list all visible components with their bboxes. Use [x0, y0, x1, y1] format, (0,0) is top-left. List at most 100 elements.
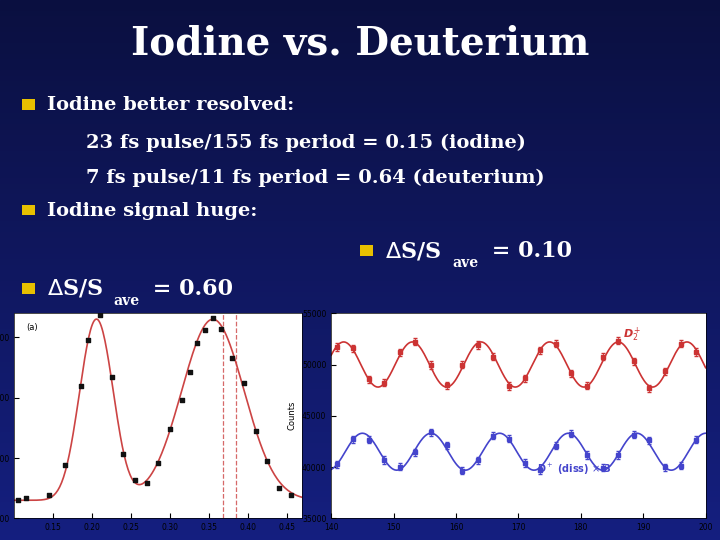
Bar: [0, 286, 720, 292]
Bar: [0, 464, 720, 470]
Bar: [0, 22, 720, 27]
Bar: [0, 65, 720, 70]
Bar: [0, 11, 720, 16]
Bar: [0, 259, 720, 265]
Bar: [22, 283, 35, 294]
Bar: [0, 200, 720, 205]
Bar: [0, 86, 720, 92]
Bar: [0, 448, 720, 454]
Bar: [0, 49, 720, 54]
Bar: [0, 475, 720, 481]
Bar: [0, 5, 720, 11]
Bar: [0, 302, 720, 308]
Bar: [0, 194, 720, 200]
Point: [141, 478, 153, 487]
Bar: [0, 103, 720, 108]
Point: [130, 476, 141, 484]
Bar: [0, 308, 720, 313]
Bar: [0, 146, 720, 151]
Point: [75, 382, 86, 391]
Text: Iodine better resolved:: Iodine better resolved:: [47, 96, 294, 114]
Bar: [0, 421, 720, 427]
Bar: [0, 502, 720, 508]
Bar: [0, 432, 720, 437]
Point: [44, 491, 55, 500]
Bar: [0, 340, 720, 346]
Bar: [0, 329, 720, 335]
Bar: [0, 356, 720, 362]
Bar: [0, 140, 720, 146]
Bar: [0, 367, 720, 373]
Bar: [0, 405, 720, 410]
Bar: [0, 400, 720, 405]
Text: 7 fs pulse/11 fs period = 0.64 (deuterium): 7 fs pulse/11 fs period = 0.64 (deuteriu…: [86, 169, 545, 187]
Bar: [0, 216, 720, 221]
Bar: [0, 459, 720, 464]
Bar: [0, 437, 720, 443]
Bar: [0, 108, 720, 113]
Bar: [0, 292, 720, 297]
Text: D$^+$ (diss) $\times$ 3: D$^+$ (diss) $\times$ 3: [537, 462, 611, 477]
Bar: [0, 297, 720, 302]
Bar: [0, 238, 720, 243]
Text: = 0.60: = 0.60: [145, 278, 233, 300]
Point: [117, 449, 129, 458]
Text: Iodine vs. Deuterium: Iodine vs. Deuterium: [131, 24, 589, 62]
Text: $\Delta$S/S: $\Delta$S/S: [47, 278, 103, 300]
Bar: [0, 454, 720, 459]
Bar: [0, 124, 720, 130]
Point: [20, 494, 32, 502]
Point: [153, 459, 164, 468]
Bar: [0, 529, 720, 535]
Point: [285, 491, 297, 500]
Bar: [0, 81, 720, 86]
Point: [94, 311, 106, 320]
Point: [215, 325, 226, 334]
Bar: [0, 16, 720, 22]
Text: (a): (a): [26, 323, 37, 333]
Bar: [0, 378, 720, 383]
Bar: [0, 189, 720, 194]
Bar: [0, 211, 720, 216]
Bar: [360, 245, 373, 256]
Point: [184, 368, 195, 376]
Point: [227, 354, 238, 362]
Point: [164, 424, 176, 433]
Bar: [0, 227, 720, 232]
Bar: [0, 76, 720, 81]
Bar: [0, 335, 720, 340]
Bar: [0, 513, 720, 518]
Bar: [0, 232, 720, 238]
Bar: [0, 92, 720, 97]
Bar: [0, 535, 720, 540]
Bar: [0, 281, 720, 286]
Bar: [0, 248, 720, 254]
Bar: [0, 270, 720, 275]
Bar: [0, 265, 720, 270]
Bar: [0, 518, 720, 524]
Bar: [0, 491, 720, 497]
Point: [83, 336, 94, 345]
Text: D$_2^+$: D$_2^+$: [624, 326, 642, 344]
X-axis label: $\tau$ (fs): $\tau$ (fs): [505, 538, 531, 540]
Bar: [0, 157, 720, 162]
Point: [207, 313, 219, 322]
Bar: [0, 173, 720, 178]
Bar: [0, 410, 720, 416]
Point: [12, 496, 24, 504]
Bar: [0, 162, 720, 167]
Point: [106, 373, 117, 381]
Bar: [0, 27, 720, 32]
Text: ave: ave: [452, 256, 478, 270]
Bar: [0, 319, 720, 324]
Bar: [0, 481, 720, 486]
Bar: [0, 324, 720, 329]
Bar: [0, 119, 720, 124]
Bar: [0, 389, 720, 394]
Text: = 0.10: = 0.10: [484, 240, 572, 262]
Bar: [0, 351, 720, 356]
Bar: [0, 346, 720, 351]
Bar: [0, 313, 720, 319]
Bar: [0, 205, 720, 211]
Y-axis label: Counts: Counts: [287, 401, 297, 430]
